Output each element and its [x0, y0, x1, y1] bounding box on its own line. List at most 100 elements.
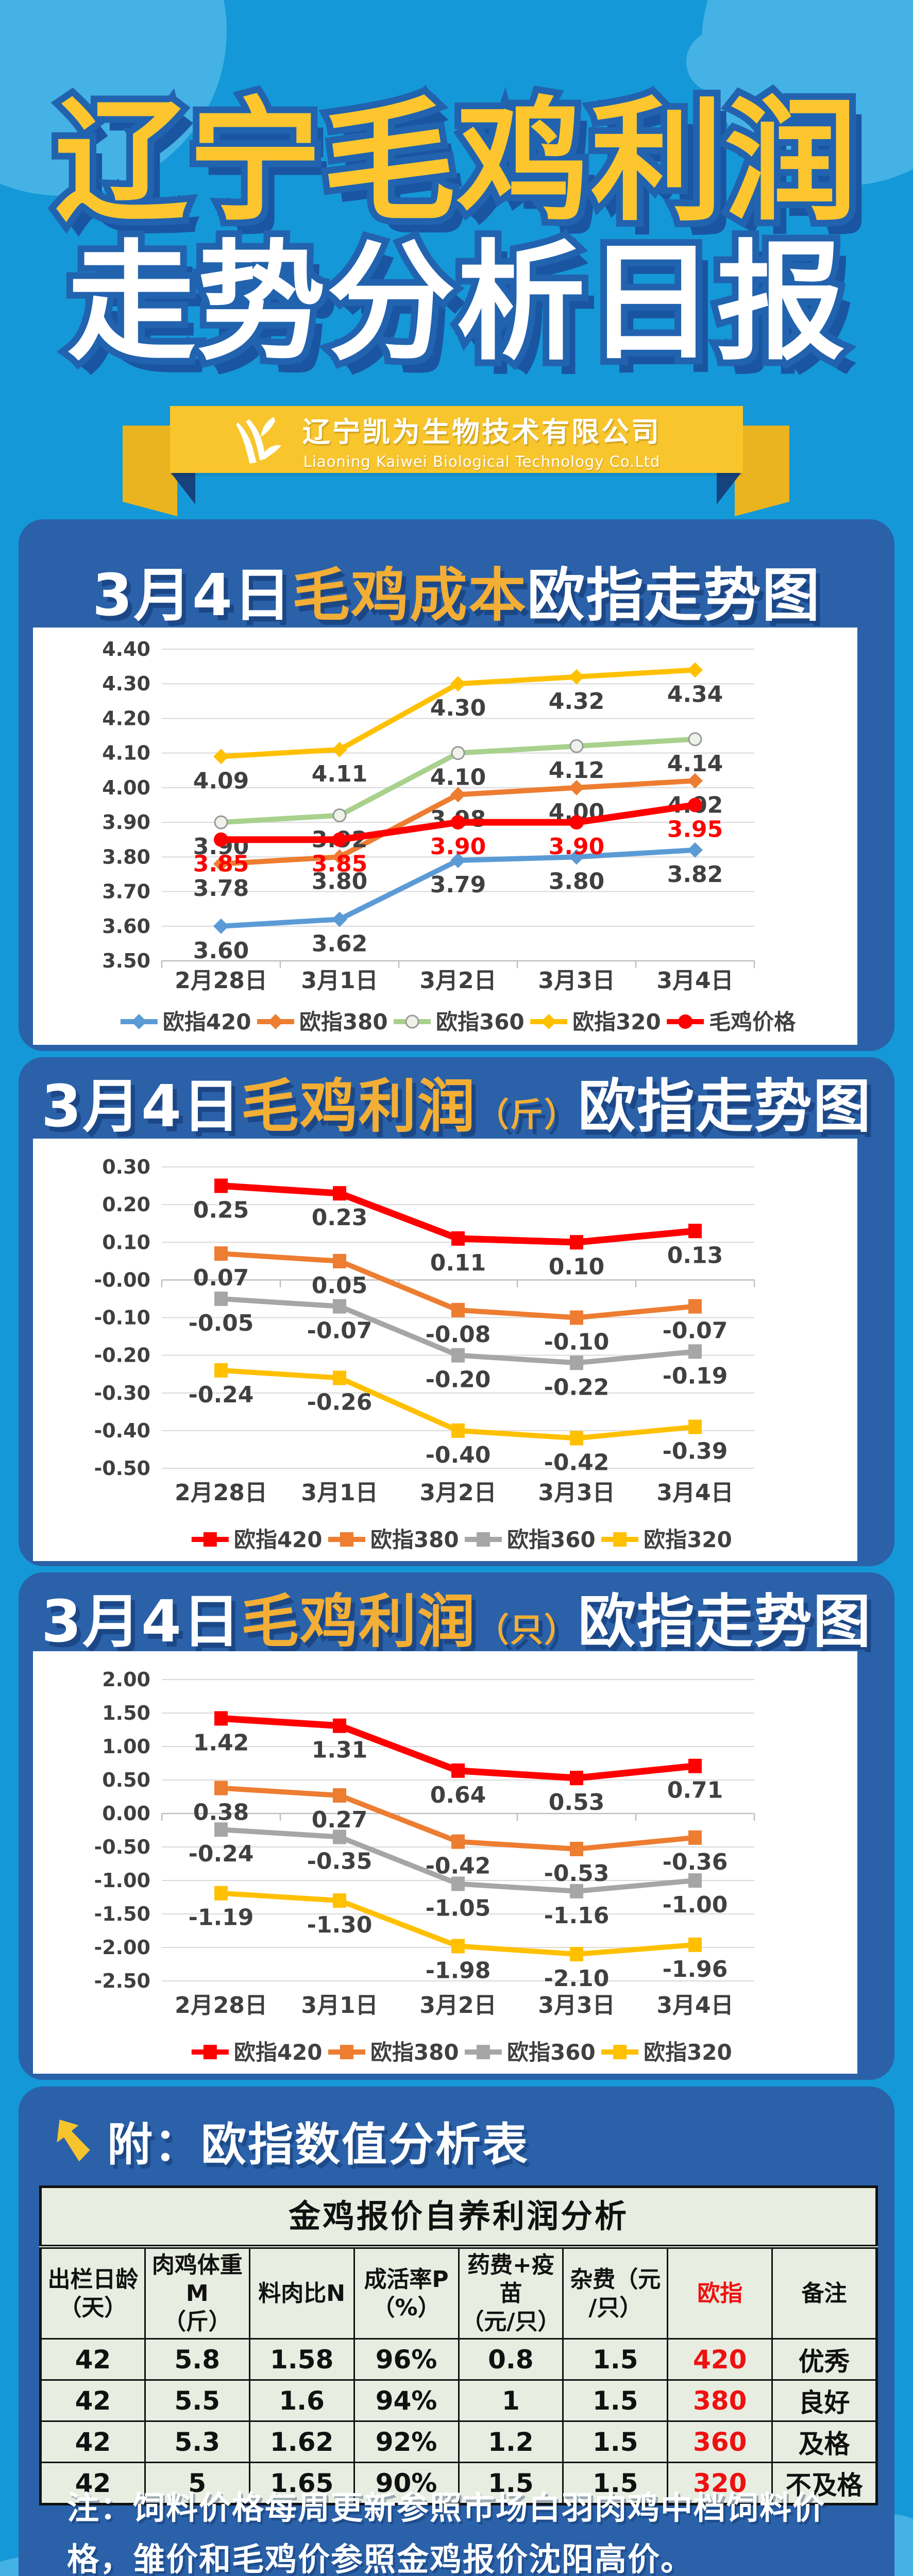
svg-text:4.11: 4.11 [312, 761, 368, 787]
svg-text:1.50: 1.50 [102, 1702, 150, 1724]
kaiwei-logo-icon [236, 417, 281, 464]
section-profit-per-bird-chart: 3月4日毛鸡利润（只）欧指走势图 2.00 1.50 1.00 0.50 0.00 -0.… [19, 1572, 894, 2080]
svg-text:欧指360: 欧指360 [507, 2040, 596, 2065]
svg-text:4.09: 4.09 [193, 768, 249, 794]
series-欧指380: 0.38 0.27-0.42 -0.53 -0.36 [193, 1781, 728, 1887]
svg-text:-0.35: -0.35 [307, 1849, 373, 1875]
x-axis [161, 1812, 755, 1821]
table-row: 42 5 1.65 90% 1.5 1.5 320 不及格 [40, 2462, 877, 2505]
svg-text:3.85: 3.85 [312, 851, 368, 877]
svg-text:3.80: 3.80 [549, 868, 605, 894]
svg-text:-0.10: -0.10 [544, 1329, 610, 1355]
series-欧指320: -1.19 -1.30 -1.98 -2.10 -1.96 [189, 1886, 728, 1992]
svg-text:-0.53: -0.53 [544, 1860, 610, 1887]
section-title-cost: 3月4日毛鸡成本欧指走势图 [19, 567, 894, 624]
x-axis-labels: 2月28日 3月1日 3月2日 3月3日 3月4日 [175, 1992, 734, 2019]
svg-text:0.00: 0.00 [102, 1802, 150, 1825]
svg-text:3月2日: 3月2日 [419, 1992, 496, 2019]
svg-text:0.05: 0.05 [312, 1273, 368, 1299]
gridlines: 4.40 4.30 4.20 4.10 4.00 3.90 3.80 3.70 3.60 3.50 [102, 638, 754, 972]
svg-text:3.79: 3.79 [430, 872, 486, 898]
svg-text:4.30: 4.30 [430, 695, 486, 721]
series-欧指380: 0.07 0.05 -0.08 -0.10 -0.07 [193, 1246, 728, 1355]
svg-text:欧指420: 欧指420 [163, 1009, 251, 1035]
svg-text:-2.00: -2.00 [94, 1936, 150, 1959]
svg-text:-2.10: -2.10 [544, 1965, 610, 1992]
svg-text:3.50: 3.50 [102, 950, 150, 972]
chart-card-profit-jin: 0.30 0.20 0.10 -0.00 -0.10 -0.20 -0.30 -0.40 -0.… [33, 1139, 857, 1561]
table-cell: 420 [667, 2338, 773, 2381]
table-cell: 42 [40, 2379, 146, 2422]
table-cell: 90% [353, 2462, 460, 2505]
poster-title-line1-outline: 辽宁毛鸡利润 [48, 84, 864, 239]
section-title-suffix: 欧指走势图 [527, 562, 821, 629]
profit-table-column-header: 杂费（元 /只） [562, 2246, 669, 2340]
svg-text:0.38: 0.38 [193, 1800, 249, 1826]
table-cell: 42 [40, 2462, 146, 2505]
table-cell: 不及格 [771, 2462, 877, 2505]
svg-text:3月4日: 3月4日 [656, 1992, 733, 2019]
svg-text:2月28日: 2月28日 [175, 1480, 267, 1506]
table-cell: 1.65 [248, 2462, 355, 2505]
svg-text:欧指380: 欧指380 [370, 2040, 459, 2065]
line-chart-1: 0.300.200.10-0.00-0.10-0.20-0.30-0.40-0.… [94, 1156, 755, 1552]
profit-table-column-header: 肉鸡体重M （斤） [144, 2246, 250, 2340]
series-欧指420: 3.60 3.62 3.79 3.80 3.82 [193, 842, 723, 964]
legend: 欧指420 欧指380 欧指360 欧指320 毛鸡价格 [120, 1009, 796, 1035]
svg-text:-0.07: -0.07 [663, 1318, 728, 1344]
svg-text:3.90: 3.90 [430, 834, 486, 860]
svg-text:欧指320: 欧指320 [644, 2040, 732, 2065]
table-cell: 0.8 [458, 2338, 564, 2381]
table-cell: 42 [40, 2338, 146, 2381]
svg-text:4.12: 4.12 [549, 757, 605, 784]
series-欧指320: 4.09 4.11 4.30 4.32 4.34 [193, 662, 723, 794]
company-banner-texts: 辽宁凯为生物技术有限公司 Liaoning Kaiwei Biological … [302, 409, 661, 470]
svg-text:-0.36: -0.36 [663, 1849, 728, 1875]
line-chart-2: 2.00 1.50 1.00 0.50 0.00 -0.50 -1.00 -1.50 -2.00… [94, 1668, 755, 2065]
series-欧指320: -0.24 -0.26 -0.40 -0.42 -0.39 [189, 1363, 728, 1476]
table-cell: 360 [667, 2420, 773, 2463]
company-banner: 辽宁凯为生物技术有限公司 Liaoning Kaiwei Biological … [170, 406, 743, 473]
company-name-cn: 辽宁凯为生物技术有限公司 [302, 415, 661, 448]
table-cell: 1.58 [248, 2338, 355, 2381]
svg-text:-1.16: -1.16 [544, 1903, 610, 1929]
svg-text:3月3日: 3月3日 [538, 1480, 615, 1506]
table-cell: 1.5 [562, 2379, 669, 2422]
svg-text:-0.50: -0.50 [94, 1457, 150, 1480]
section-title-profit-bird: 3月4日毛鸡利润（只）欧指走势图 [19, 1593, 894, 1651]
profit-table-title: 金鸡报价自养利润分析 [40, 2186, 877, 2249]
profit-table-head: 金鸡报价自养利润分析 出栏日龄 （天） 肉鸡体重M （斤） 料肉比N 成活率P （%）药… [40, 2186, 877, 2340]
svg-text:-0.07: -0.07 [307, 1318, 373, 1344]
yellow-arrow-icon [57, 2119, 90, 2161]
svg-text:-0.24: -0.24 [189, 1382, 254, 1408]
annex-heading-text: 附：欧指数值分析表 [107, 2118, 530, 2171]
section-title-prefix: 3月4日 [92, 562, 292, 629]
svg-text:-0.30: -0.30 [94, 1382, 150, 1404]
x-axis [161, 1279, 755, 1287]
section-title-highlight: 毛鸡利润 [241, 1073, 476, 1140]
svg-text:0.10: 0.10 [102, 1231, 150, 1253]
deco-circle [686, 31, 748, 93]
table-cell: 5 [144, 2462, 250, 2505]
table-cell: 1.5 [562, 2338, 669, 2381]
poster-title-line1-text: 辽宁毛鸡利润 [55, 84, 858, 239]
section-title-profit-jin: 3月4日毛鸡利润（斤）欧指走势图 [19, 1078, 894, 1136]
profit-table-column-header: 备注 [771, 2246, 877, 2340]
series-欧指360: -0.24 -0.35 -1.05 -1.16 -1.00 [189, 1822, 728, 1929]
gridlines: 2.00 1.50 1.00 0.50 0.00 -0.50 -1.00 -1.50 -2.00… [94, 1668, 754, 1992]
table-cell: 及格 [771, 2420, 877, 2463]
svg-text:0.20: 0.20 [102, 1193, 150, 1216]
table-cell: 优秀 [771, 2338, 877, 2381]
profit-table-column-header: 出栏日龄 （天） [40, 2246, 146, 2340]
section-title-suffix: 欧指走势图 [578, 1588, 872, 1655]
table-cell: 42 [40, 2420, 146, 2463]
svg-text:0.13: 0.13 [667, 1242, 723, 1268]
svg-text:3月3日: 3月3日 [538, 1992, 615, 2019]
svg-text:0.07: 0.07 [193, 1265, 249, 1291]
table-row: 42 5.3 1.62 92% 1.2 1.5 360 及格 [40, 2420, 877, 2463]
poster-title-line1: 辽宁毛鸡利润 辽宁毛鸡利润 [0, 84, 913, 239]
table-cell: 良好 [771, 2379, 877, 2422]
table-cell: 1.5 [562, 2462, 669, 2505]
svg-text:0.23: 0.23 [312, 1205, 368, 1231]
legend: 欧指420 欧指380 欧指360 欧指320 [191, 1527, 732, 1552]
